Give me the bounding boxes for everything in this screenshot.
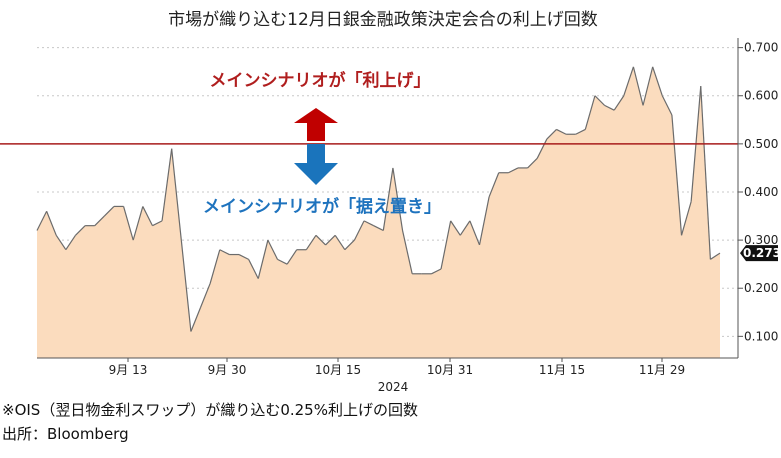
series-segment: [267, 239, 279, 260]
y-tick-label: 0.700: [744, 41, 778, 55]
series-segment: [392, 167, 404, 231]
last-value-label: 0.273: [743, 246, 781, 260]
annotation-upper: メインシナリオが「利上げ」: [210, 70, 431, 91]
series-segment: [671, 114, 683, 236]
series-segment: [575, 128, 586, 135]
series-segment: [334, 234, 346, 251]
last-value-badge: [740, 245, 778, 262]
area-layer: [36, 66, 721, 358]
series-segment: [46, 211, 57, 236]
series-segment: [363, 220, 374, 227]
axis-layer: 0.100 0.200 0.300 0.400 0.500 0.600 0.700 9月 13…: [37, 38, 781, 394]
series-segment: [584, 95, 596, 130]
series-segment: [546, 129, 557, 140]
series-segment: [353, 220, 365, 241]
area-fill: [37, 66, 720, 358]
footnote-source: 出所：Bloomberg: [2, 425, 129, 443]
series-segment: [65, 234, 76, 251]
series-segment: [401, 230, 413, 274]
up-arrow-icon: [294, 108, 338, 141]
series-segment: [180, 240, 192, 332]
series-segment: [478, 196, 490, 246]
series-segment: [171, 148, 182, 241]
series-segment: [277, 258, 288, 265]
series-segment: [508, 167, 519, 174]
x-tick-label: 10月 15: [315, 363, 361, 377]
x-tick-label: 9月 30: [208, 363, 247, 377]
series-segment: [315, 234, 327, 246]
y-tick-label: 0.600: [744, 89, 778, 103]
y-tick-label: 0.100: [744, 329, 778, 343]
series-segment: [450, 220, 461, 236]
series-segment: [248, 259, 259, 279]
x-tick-label: 11月 15: [539, 363, 585, 377]
footnote-note: ※OIS（翌日物金利スワップ）が織り込む0.25%利上げの回数: [2, 401, 418, 419]
series-segment: [344, 239, 355, 251]
series-segment: [536, 138, 548, 159]
series-segment: [132, 206, 144, 241]
series-segment: [305, 234, 317, 251]
series-segment: [199, 283, 211, 308]
series-segment: [642, 66, 654, 106]
down-arrow-icon: [294, 144, 338, 185]
series-segment: [103, 205, 115, 217]
series-segment: [623, 66, 634, 96]
series-segment: [527, 157, 538, 169]
series-segment: [325, 234, 336, 246]
series-segment: [632, 66, 644, 106]
series-segment: [209, 249, 221, 284]
series-segment: [75, 225, 86, 236]
series-segment: [604, 104, 615, 111]
series-segment: [123, 206, 134, 241]
y-tick-label: 0.400: [744, 185, 778, 199]
series-segment: [152, 220, 163, 227]
series-segment: [661, 95, 673, 116]
series-segment: [680, 201, 692, 236]
x-tick-label: 11月 29: [639, 363, 685, 377]
series-segment: [382, 167, 394, 231]
chart-title: 市場が織り込む12月日銀金融政策決定会合の利上げ回数: [168, 10, 598, 30]
series-segment: [286, 249, 298, 265]
series-segment: [613, 95, 625, 111]
series-segment: [94, 215, 105, 227]
series-segment: [488, 172, 500, 198]
series-segment: [469, 220, 481, 246]
y-tick-label: 0.500: [744, 137, 778, 151]
series-segment: [652, 66, 663, 96]
annotation-lower: メインシナリオが「据え置き」: [203, 196, 441, 217]
x-tick-label: 9月 13: [109, 363, 148, 377]
series-segment: [459, 220, 471, 236]
series-segment: [373, 225, 384, 232]
series-segment: [142, 206, 153, 226]
series-segment: [219, 249, 230, 256]
series-segment: [431, 268, 442, 275]
series-segment: [710, 252, 721, 260]
series-segment: [556, 128, 567, 135]
series-segment: [257, 239, 269, 279]
series-segment: [36, 210, 48, 231]
y-tick-label: 0.300: [744, 233, 778, 247]
series-segment: [55, 234, 67, 251]
x-tick-label: 10月 31: [427, 363, 473, 377]
series-segment: [190, 307, 202, 332]
y-tick-label: 0.200: [744, 281, 778, 295]
series-segment: [238, 254, 249, 260]
x-axis-year: 2024: [378, 380, 409, 394]
series-segment: [700, 86, 711, 260]
series-segment: [440, 220, 452, 270]
series-segment: [594, 95, 605, 106]
arrows: [294, 108, 338, 185]
series-segment: [161, 148, 173, 221]
